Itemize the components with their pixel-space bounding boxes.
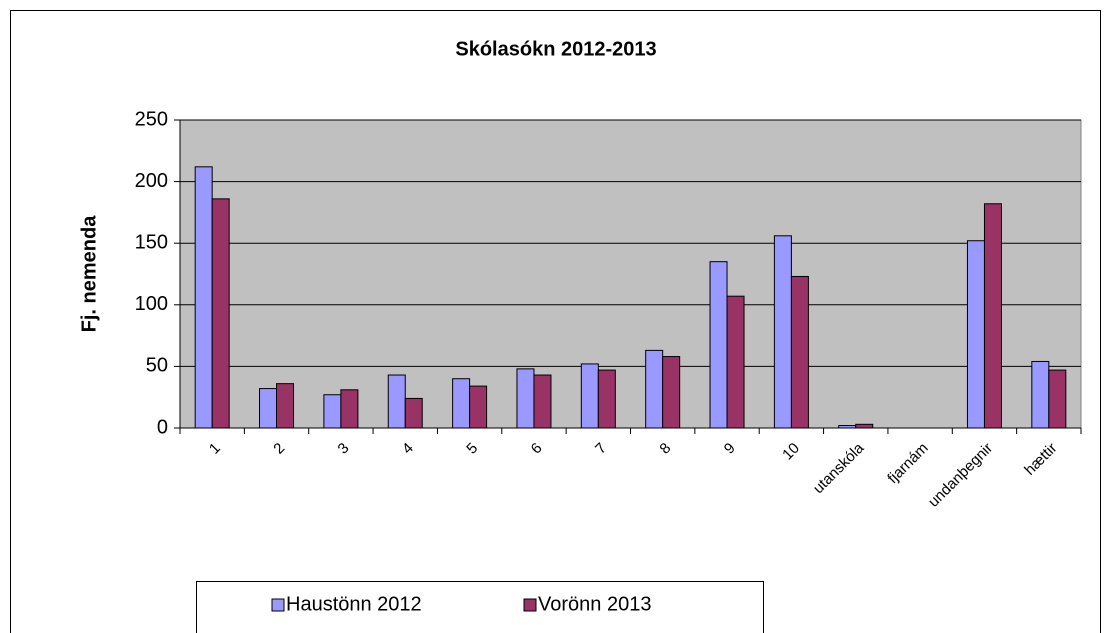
- y-tick-label: 0: [157, 416, 168, 438]
- bar: [709, 261, 728, 429]
- bar: [340, 389, 359, 429]
- bar: [387, 374, 406, 429]
- bar: [790, 275, 809, 429]
- y-tick-label: 150: [135, 231, 168, 253]
- bar: [469, 385, 488, 429]
- bar: [516, 368, 535, 429]
- bar: [580, 363, 599, 429]
- y-axis-label: Fj. nemenda: [78, 215, 100, 333]
- legend-label: Vorönn 2013: [538, 593, 651, 615]
- legend: [196, 581, 764, 633]
- bar: [1031, 360, 1050, 429]
- legend-swatch: [523, 598, 537, 612]
- bar: [645, 349, 664, 429]
- bar: [966, 240, 985, 429]
- bar: [773, 235, 792, 429]
- bar: [983, 203, 1002, 429]
- bar: [855, 423, 874, 429]
- y-tick-label: 50: [146, 355, 168, 377]
- bar: [404, 397, 423, 429]
- bar: [662, 356, 681, 429]
- bar: [597, 369, 616, 429]
- plot-area: [179, 119, 1082, 429]
- y-tick-label: 100: [135, 293, 168, 315]
- y-tick-label: 250: [135, 108, 168, 130]
- bar: [276, 383, 295, 429]
- legend-label: Haustönn 2012: [286, 593, 422, 615]
- bar: [533, 374, 552, 429]
- bar: [452, 378, 471, 429]
- bar: [726, 295, 745, 429]
- legend-swatch: [271, 598, 285, 612]
- chart-title: Skólasókn 2012-2013: [455, 38, 656, 60]
- bar: [259, 388, 278, 429]
- bar: [1048, 369, 1067, 429]
- y-tick-label: 200: [135, 170, 168, 192]
- bar: [194, 166, 213, 429]
- bar: [323, 394, 342, 429]
- bar: [211, 198, 230, 429]
- bar: [838, 425, 857, 429]
